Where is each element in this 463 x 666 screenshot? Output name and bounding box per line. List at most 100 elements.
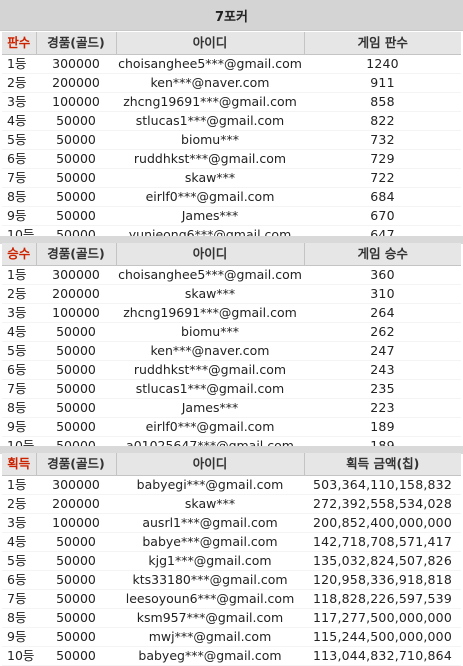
table-row: 6등 50000 kts33180***@gmail.com 120,958,336,… [2,570,461,590]
rank-cell: 9등 [2,206,36,226]
value-cell: 503,364,110,158,832 [304,475,461,495]
rank-cell: 7등 [2,379,36,399]
user-id-cell: ksm957***@gmail.com [116,608,304,628]
prize-cell: 200000 [36,494,116,514]
prize-cell: 50000 [36,379,116,399]
table-row: 4등 50000 babye***@gmail.com 142,718,708,571… [2,532,461,552]
user-id-cell: babyegi***@gmail.com [116,475,304,495]
value-cell: 670 [304,206,461,226]
user-id-cell: ken***@naver.com [116,73,304,93]
user-id-cell: choisanghee5***@gmail.com [116,54,304,74]
user-id-cell: zhcng19691***@gmail.com [116,303,304,323]
rank-cell: 7등 [2,168,36,188]
value-cell: 272,392,558,534,028 [304,494,461,514]
header-value: 게임 판수 [303,32,461,55]
user-id-cell: choisanghee5***@gmail.com [116,265,304,285]
table-row: 7등 50000 stlucas1***@gmail.com 235 [2,379,461,399]
user-id-cell: skaw*** [116,284,304,304]
user-id-cell: biomu*** [116,322,304,342]
table-header-row: 획득 경품(골드) 아이디 획득 금액(칩) [2,453,461,476]
header-category: 획득 [2,453,36,476]
prize-cell: 300000 [36,54,116,74]
user-id-cell: eirlf0***@gmail.com [116,417,304,437]
value-cell: 729 [304,149,461,169]
table-row: 2등 200000 skaw*** 272,392,558,534,028 [2,494,461,514]
table-row: 1등 300000 choisanghee5***@gmail.com 1240 [2,54,461,74]
value-cell: 223 [304,398,461,418]
prize-cell: 50000 [36,608,116,628]
prize-cell: 50000 [36,551,116,571]
value-cell: 142,718,708,571,417 [304,532,461,552]
table-row: 4등 50000 biomu*** 262 [2,322,461,342]
value-cell: 235 [304,379,461,399]
rank-cell: 7등 [2,589,36,609]
user-id-cell: kts33180***@gmail.com [116,570,304,590]
prize-cell: 50000 [36,589,116,609]
value-cell: 684 [304,187,461,207]
table-row: 2등 200000 skaw*** 310 [2,284,461,304]
table-row: 1등 300000 choisanghee5***@gmail.com 360 [2,265,461,285]
prize-cell: 50000 [36,532,116,552]
wins-ranking-table: 승수 경품(골드) 아이디 게임 승수 1등 300000 choisanghee5… [2,243,461,456]
prize-cell: 50000 [36,322,116,342]
rank-cell: 1등 [2,265,36,285]
user-id-cell: ruddhkst***@gmail.com [116,149,304,169]
section-divider [0,446,463,454]
table-row: 5등 50000 ken***@naver.com 247 [2,341,461,361]
header-id: 아이디 [115,32,304,55]
value-cell: 189 [304,417,461,437]
header-id: 아이디 [115,453,304,476]
rank-cell: 4등 [2,322,36,342]
value-cell: 200,852,400,000,000 [304,513,461,533]
value-cell: 310 [304,284,461,304]
table-row: 9등 50000 eirlf0***@gmail.com 189 [2,417,461,437]
header-value: 게임 승수 [303,243,461,266]
prize-cell: 100000 [36,303,116,323]
prize-cell: 200000 [36,284,116,304]
table-row: 9등 50000 mwj***@gmail.com 115,244,500,000,0… [2,627,461,647]
games-ranking-table: 판수 경품(골드) 아이디 게임 판수 1등 300000 choisanghee5… [2,32,461,245]
section-divider [0,236,463,244]
value-cell: 911 [304,73,461,93]
prize-cell: 50000 [36,130,116,150]
rank-cell: 3등 [2,92,36,112]
prize-cell: 50000 [36,187,116,207]
header-category: 판수 [2,32,36,55]
table-row: 2등 200000 ken***@naver.com 911 [2,73,461,93]
table-row: 8등 50000 James*** 223 [2,398,461,418]
user-id-cell: ruddhkst***@gmail.com [116,360,304,380]
value-cell: 115,244,500,000,000 [304,627,461,647]
prize-cell: 50000 [36,168,116,188]
rank-cell: 6등 [2,149,36,169]
user-id-cell: kjg1***@gmail.com [116,551,304,571]
table-row: 5등 50000 kjg1***@gmail.com 135,032,824,507,… [2,551,461,571]
header-prize: 경품(골드) [35,453,116,476]
table-row: 3등 100000 ausrl1***@gmail.com 200,852,400,0… [2,513,461,533]
prize-cell: 50000 [36,360,116,380]
user-id-cell: skaw*** [116,494,304,514]
page-title: 7포커 [0,0,463,31]
rank-cell: 2등 [2,284,36,304]
user-id-cell: leesoyoun6***@gmail.com [116,589,304,609]
table-row: 1등 300000 babyegi***@gmail.com 503,364,110,… [2,475,461,495]
user-id-cell: zhcng19691***@gmail.com [116,92,304,112]
header-id: 아이디 [115,243,304,266]
prize-cell: 50000 [36,206,116,226]
rank-cell: 9등 [2,417,36,437]
table-row: 9등 50000 James*** 670 [2,206,461,226]
header-value: 획득 금액(칩) [303,453,461,476]
prize-cell: 50000 [36,570,116,590]
rank-cell: 8등 [2,187,36,207]
user-id-cell: James*** [116,398,304,418]
rank-cell: 3등 [2,513,36,533]
value-cell: 732 [304,130,461,150]
prize-cell: 50000 [36,341,116,361]
rank-cell: 5등 [2,341,36,361]
value-cell: 822 [304,111,461,131]
table-row: 7등 50000 skaw*** 722 [2,168,461,188]
user-id-cell: ausrl1***@gmail.com [116,513,304,533]
rank-cell: 10등 [2,646,36,666]
value-cell: 120,958,336,918,818 [304,570,461,590]
table-row: 6등 50000 ruddhkst***@gmail.com 243 [2,360,461,380]
prize-cell: 50000 [36,111,116,131]
